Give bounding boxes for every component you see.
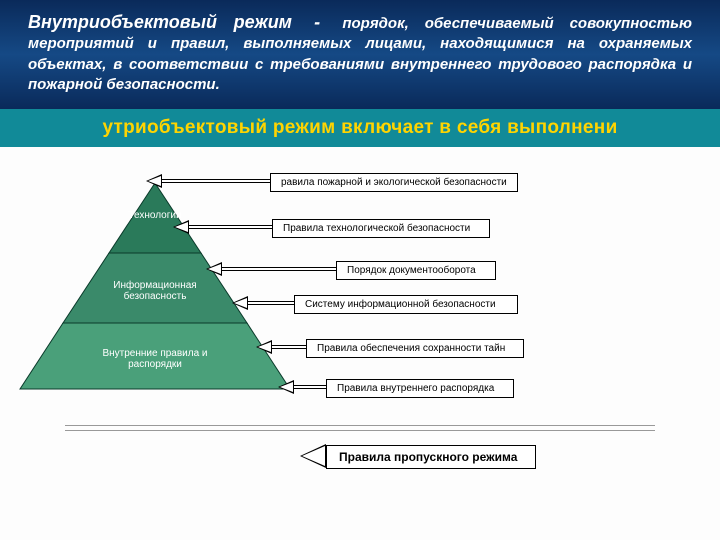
rule-box: Порядок документооборота [336,261,496,280]
rule-box: Правила внутреннего распорядка [326,379,514,398]
arrow-head-icon [256,340,272,354]
header-separator: - [314,12,320,32]
arrow-line [248,301,294,305]
separator-line [65,430,655,431]
subtitle-text: утриобъектовый режим включает в себя вып… [102,117,617,138]
arrow-head-icon [278,380,294,394]
bottom-arrow-head-icon [300,444,326,468]
arrow-line [294,385,326,389]
pyramid-level-label: Внутренние правила и распорядки [85,348,225,370]
header-banner: Внутриобъектовый режим - порядок, обеспе… [0,0,720,109]
arrow-line [222,267,336,271]
arrow-head-icon [173,220,189,234]
arrow-line [189,225,272,229]
pyramid-level-label: Информационная безопасность [85,280,225,302]
pyramid-level-label: Технологии [85,210,225,221]
arrow-head-icon [146,174,162,188]
diagram-area: Технологии Информационная безопасность Вну… [0,147,720,507]
header-title: Внутриобъектовый режим [28,12,292,32]
rule-box: равила пожарной и экологической безопасн… [270,173,518,192]
rule-box: Правила технологической безопасности [272,219,490,238]
arrow-line [162,179,270,183]
separator-line [65,425,655,426]
arrow-head-icon [232,296,248,310]
rule-box: Систему информационной безопасности [294,295,518,314]
rule-box: Правила обеспечения сохранности тайн [306,339,524,358]
arrow-head-icon [206,262,222,276]
bottom-rule-box: Правила пропускного режима [326,445,536,469]
arrow-line [272,345,306,349]
subtitle-band: утриобъектовый режим включает в себя вып… [0,109,720,147]
